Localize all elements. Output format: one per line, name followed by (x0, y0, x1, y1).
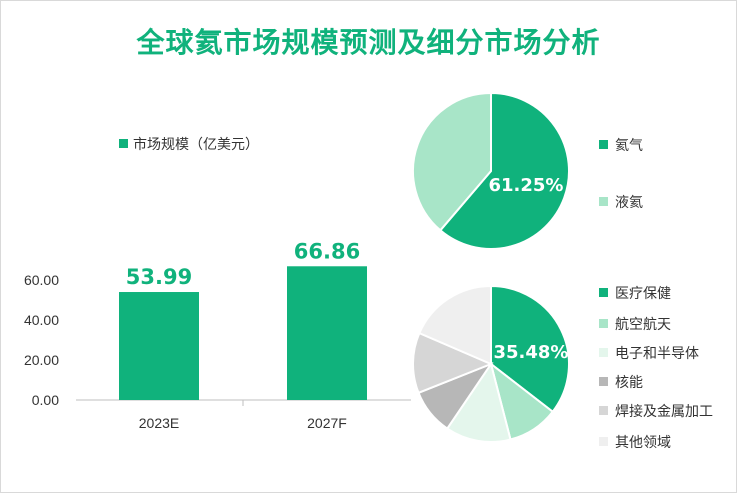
legend-swatch (599, 348, 608, 357)
pie-slice-其他领域 (418, 284, 492, 366)
bar-data-label: 53.99 (126, 265, 192, 289)
bar-2023E (119, 292, 199, 400)
legend-swatch (119, 139, 128, 148)
chart-title: 全球氦市场规模预测及细分市场分析 (136, 26, 601, 59)
x-tick-label: 2027F (307, 415, 347, 431)
legend-swatch (599, 288, 608, 297)
pie-data-label: 61.25% (489, 175, 564, 196)
legend-label: 航空航天 (615, 317, 671, 333)
legend-swatch (599, 140, 608, 149)
y-tick-label: 60.00 (24, 272, 59, 288)
legend-label: 电子和半导体 (615, 346, 699, 362)
legend-swatch (599, 437, 608, 446)
y-tick-label: 20.00 (24, 352, 59, 368)
x-tick-label: 2023E (139, 415, 179, 431)
legend-swatch (599, 319, 608, 328)
legend-swatch (599, 406, 608, 415)
legend-label: 焊接及金属加工 (615, 403, 713, 420)
legend-label: 医疗保健 (615, 286, 671, 302)
legend-swatch (599, 377, 608, 386)
legend-label: 其他领域 (615, 435, 671, 451)
bar-data-label: 66.86 (294, 239, 360, 263)
pie-slice-液氦 (412, 91, 492, 232)
legend-label: 液氦 (615, 195, 643, 211)
pie-slice-医疗保健 (490, 284, 570, 414)
pie-slice-氦气 (438, 91, 570, 250)
pie-data-label: 35.48% (494, 342, 569, 363)
legend-label: 氦气 (615, 138, 643, 154)
legend-label: 市场规模（亿美元） (133, 136, 259, 153)
pie-slice-电子和半导体 (445, 361, 512, 443)
y-tick-label: 0.00 (32, 392, 59, 408)
y-tick-label: 40.00 (24, 312, 59, 328)
legend-label: 核能 (615, 375, 643, 391)
legend-swatch (599, 197, 608, 206)
pie-slice-焊接及金属加工 (412, 331, 494, 395)
bar-2027F (287, 266, 367, 400)
